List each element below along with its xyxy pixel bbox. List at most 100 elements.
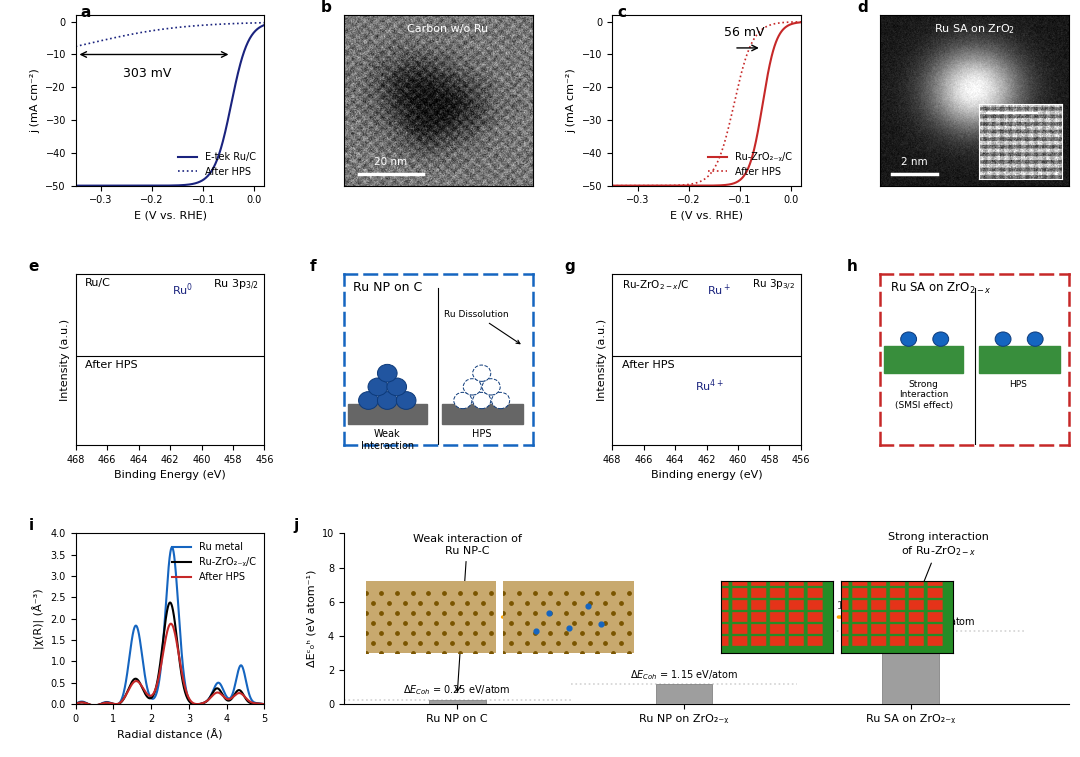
Text: Ru 3p$_{3/2}$: Ru 3p$_{3/2}$	[753, 278, 795, 293]
Bar	[882, 631, 939, 704]
Ru metal	[69, 699, 82, 709]
After HPS	[205, 20, 218, 30]
Ru metal	[199, 697, 212, 706]
Ru-ZrO₂₋ᵪ/C	[629, 181, 642, 190]
E-tek Ru/C	[69, 181, 82, 190]
Y-axis label: ΔEᶜₒʰ (eV atom⁻¹): ΔEᶜₒʰ (eV atom⁻¹)	[307, 570, 316, 668]
Ru metal	[87, 702, 100, 711]
Text: Ru 3p$_{3/2}$: Ru 3p$_{3/2}$	[213, 278, 259, 292]
Ru-ZrO₂₋ᵪ/C	[146, 693, 159, 702]
After HPS	[89, 701, 102, 710]
Text: Ru$^+$: Ru$^+$	[706, 282, 730, 298]
Line: E-tek Ru/C: E-tek Ru/C	[76, 25, 265, 185]
Ru-ZrO₂₋ᵪ/C	[667, 181, 680, 190]
After HPS	[258, 699, 271, 709]
Ru-ZrO₂₋ᵪ/C	[69, 699, 82, 709]
Legend: Ru metal, Ru-ZrO₂₋ᵪ/C, After HPS: Ru metal, Ru-ZrO₂₋ᵪ/C, After HPS	[167, 538, 259, 586]
Circle shape	[995, 332, 1011, 346]
Ru-ZrO₂₋ᵪ/C	[606, 181, 619, 190]
Text: HPS: HPS	[1010, 380, 1027, 389]
Legend: E-tek Ru/C, After HPS: E-tek Ru/C, After HPS	[174, 148, 259, 181]
After HPS	[629, 181, 642, 190]
Text: i: i	[28, 518, 33, 533]
Line: After HPS: After HPS	[76, 624, 265, 706]
Ru metal	[89, 702, 102, 711]
After HPS	[743, 44, 756, 53]
Text: Ru$^{4+}$: Ru$^{4+}$	[696, 377, 725, 394]
After HPS	[164, 619, 177, 628]
Text: Ru$^0$: Ru$^0$	[172, 282, 193, 298]
E-tek Ru/C	[258, 20, 271, 30]
After HPS	[69, 42, 82, 51]
Text: Ru Dissolution: Ru Dissolution	[444, 310, 519, 344]
Text: d: d	[858, 0, 868, 14]
Text: 20 nm: 20 nm	[375, 157, 407, 167]
Ru-ZrO₂₋ᵪ/C	[725, 179, 738, 188]
Ru-ZrO₂₋ᵪ/C	[87, 701, 100, 710]
Ru-ZrO₂₋ᵪ/C	[89, 701, 102, 710]
Y-axis label: j (mA cm⁻²): j (mA cm⁻²)	[30, 68, 40, 132]
Ru metal	[258, 699, 271, 709]
Circle shape	[368, 378, 388, 396]
Ru-ZrO₂₋ᵪ/C	[742, 164, 755, 173]
Line: Ru-ZrO₂₋ᵪ/C: Ru-ZrO₂₋ᵪ/C	[76, 603, 265, 706]
E-tek Ru/C	[206, 164, 219, 173]
E-tek Ru/C	[92, 181, 105, 190]
Text: 2 nm: 2 nm	[901, 157, 928, 167]
Bar	[429, 699, 486, 704]
Text: After HPS: After HPS	[621, 360, 674, 369]
Line: After HPS: After HPS	[76, 23, 265, 46]
After HPS	[146, 690, 159, 699]
E-tek Ru/C	[144, 181, 157, 190]
Text: f: f	[310, 259, 316, 274]
Text: j: j	[293, 518, 298, 533]
Text: Ru/C: Ru/C	[85, 278, 111, 288]
After HPS	[144, 26, 157, 36]
Circle shape	[387, 378, 406, 396]
Ru metal	[165, 543, 178, 552]
Legend: Ru-ZrO₂₋ᵪ/C, After HPS: Ru-ZrO₂₋ᵪ/C, After HPS	[704, 148, 796, 181]
Ru-ZrO₂₋ᵪ/C	[199, 697, 212, 706]
Text: Carbon w/o Ru: Carbon w/o Ru	[407, 23, 488, 33]
Text: Weak interaction of
Ru NP-C: Weak interaction of Ru NP-C	[413, 534, 522, 691]
X-axis label: Radial distance (Å): Radial distance (Å)	[118, 729, 222, 740]
After HPS	[92, 37, 105, 46]
Ru-ZrO₂₋ᵪ/C	[258, 699, 271, 709]
Text: g: g	[565, 259, 576, 274]
Circle shape	[359, 391, 378, 410]
Text: h: h	[847, 259, 858, 274]
E-tek Ru/C	[131, 181, 144, 190]
X-axis label: Binding energy (eV): Binding energy (eV)	[651, 470, 762, 480]
Line: After HPS: After HPS	[612, 22, 801, 185]
After HPS	[795, 17, 808, 26]
Circle shape	[377, 391, 397, 410]
Circle shape	[933, 332, 948, 346]
Text: 56 mV: 56 mV	[724, 26, 764, 39]
Text: Ru-ZrO$_{2-x}$/C: Ru-ZrO$_{2-x}$/C	[621, 278, 689, 291]
Ru-ZrO₂₋ᵪ/C	[217, 691, 230, 700]
Y-axis label: Intensity (a.u.): Intensity (a.u.)	[596, 319, 607, 400]
Y-axis label: j (mA cm⁻²): j (mA cm⁻²)	[566, 68, 577, 132]
After HPS	[87, 701, 100, 710]
Y-axis label: |χ(R)| (Å⁻³): |χ(R)| (Å⁻³)	[32, 588, 45, 649]
After HPS	[152, 671, 165, 681]
After HPS	[258, 18, 271, 27]
Text: $\Delta E_{Coh}$ = 0.25 eV/atom: $\Delta E_{Coh}$ = 0.25 eV/atom	[404, 684, 511, 697]
Text: Weak
Interaction: Weak Interaction	[361, 429, 414, 451]
After HPS	[188, 21, 201, 30]
Bar	[885, 346, 963, 373]
Bar	[978, 346, 1059, 373]
Text: Strong interaction
of Ru-ZrO$_{2-x}$: Strong interaction of Ru-ZrO$_{2-x}$	[888, 532, 989, 612]
X-axis label: E (V vs. RHE): E (V vs. RHE)	[134, 211, 206, 221]
Line: Ru-ZrO₂₋ᵪ/C: Ru-ZrO₂₋ᵪ/C	[612, 22, 801, 185]
Ru-ZrO₂₋ᵪ/C	[680, 181, 693, 190]
After HPS	[217, 692, 230, 701]
X-axis label: E (V vs. RHE): E (V vs. RHE)	[670, 211, 743, 221]
Text: $\Delta E_{Coh}$ = 1.15 eV/atom: $\Delta E_{Coh}$ = 1.15 eV/atom	[630, 668, 738, 682]
Circle shape	[491, 392, 510, 409]
Bar	[442, 404, 524, 425]
After HPS	[206, 20, 219, 29]
Circle shape	[901, 332, 917, 346]
Ru metal	[152, 678, 165, 687]
Text: × 17: × 17	[824, 600, 851, 611]
